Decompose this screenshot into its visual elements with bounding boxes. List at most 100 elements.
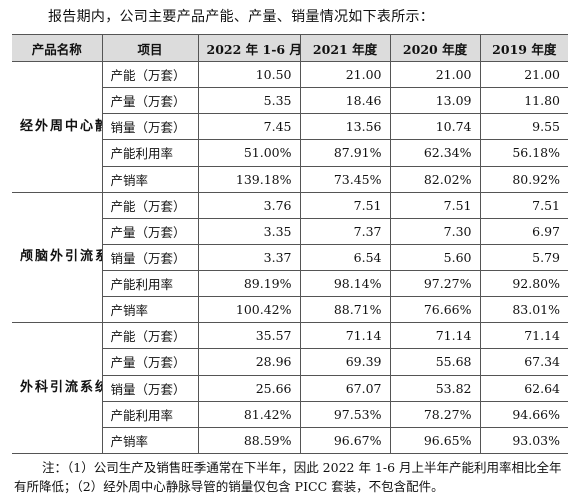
value-cell: 81.42% bbox=[197, 400, 301, 428]
metric-cell: 产能（万套） bbox=[101, 60, 199, 89]
value-cell: 21.00 bbox=[479, 60, 568, 89]
value-cell: 9.55 bbox=[479, 113, 568, 141]
product-name-cell: 经外周中心静脉导管 bbox=[12, 61, 103, 193]
value-cell: 78.27% bbox=[389, 400, 481, 428]
table-row: 产能利用率 81.42% 97.53% 78.27% 94.66% bbox=[12, 400, 568, 428]
value-cell: 93.03% bbox=[479, 426, 568, 455]
value-cell: 98.14% bbox=[299, 269, 391, 298]
value-cell: 56.18% bbox=[479, 139, 568, 167]
production-table: 产品名称 项目 2022 年 1-6 月 2021 年度 2020 年度 201… bbox=[12, 34, 568, 455]
value-cell: 71.14 bbox=[389, 322, 481, 350]
header-item: 项目 bbox=[101, 34, 199, 62]
value-cell: 71.14 bbox=[479, 322, 568, 350]
metric-cell: 销量（万套） bbox=[102, 113, 199, 141]
value-cell: 51.00% bbox=[197, 139, 301, 167]
value-cell: 7.30 bbox=[389, 217, 481, 245]
metric-cell: 产能利用率 bbox=[102, 400, 199, 428]
value-cell: 13.56 bbox=[299, 113, 391, 141]
header-product-name: 产品名称 bbox=[12, 34, 103, 62]
metric-cell: 产量（万套） bbox=[102, 348, 199, 376]
value-cell: 25.66 bbox=[197, 374, 301, 402]
value-cell: 7.37 bbox=[299, 217, 391, 245]
value-cell: 69.39 bbox=[299, 348, 391, 376]
value-cell: 67.07 bbox=[299, 374, 391, 402]
metric-cell: 销量（万套） bbox=[102, 243, 199, 272]
metric-cell: 产销率 bbox=[102, 426, 199, 455]
value-cell: 5.79 bbox=[479, 243, 568, 272]
value-cell: 53.82 bbox=[389, 374, 481, 402]
value-cell: 10.50 bbox=[197, 60, 301, 89]
value-cell: 6.54 bbox=[299, 243, 391, 272]
header-2022h1: 2022 年 1-6 月 bbox=[197, 34, 301, 62]
value-cell: 10.74 bbox=[389, 113, 481, 141]
value-cell: 28.96 bbox=[197, 348, 301, 376]
value-cell: 87.91% bbox=[299, 139, 391, 167]
value-cell: 73.45% bbox=[299, 165, 391, 193]
metric-cell: 产量（万套） bbox=[102, 217, 199, 245]
value-cell: 5.35 bbox=[197, 87, 301, 115]
metric-cell: 产能（万套） bbox=[101, 191, 199, 219]
value-cell: 71.14 bbox=[299, 322, 391, 350]
value-cell: 35.57 bbox=[197, 322, 301, 350]
product-name-cell: 颅脑外引流系统 bbox=[12, 191, 103, 324]
value-cell: 67.34 bbox=[479, 348, 568, 376]
header-2019: 2019 年度 bbox=[479, 34, 568, 62]
value-cell: 62.64 bbox=[479, 374, 568, 402]
table-row: 产销率 139.18% 73.45% 82.02% 80.92% bbox=[12, 165, 568, 193]
value-cell: 55.68 bbox=[389, 348, 481, 376]
header-2021: 2021 年度 bbox=[299, 34, 391, 62]
value-cell: 21.00 bbox=[299, 60, 391, 89]
value-cell: 97.53% bbox=[299, 400, 391, 428]
intro-text: 报告期内，公司主要产品产能、产量、销量情况如下表所示： bbox=[48, 9, 435, 25]
metric-cell: 销量（万套） bbox=[102, 374, 199, 402]
value-cell: 96.67% bbox=[299, 426, 391, 455]
value-cell: 21.00 bbox=[389, 60, 481, 89]
metric-cell: 产能利用率 bbox=[102, 139, 199, 167]
value-cell: 82.02% bbox=[389, 165, 481, 193]
table-row: 销量（万套） 25.66 67.07 53.82 62.64 bbox=[12, 374, 568, 402]
value-cell: 3.37 bbox=[197, 243, 301, 272]
table-row: 产销率 100.42% 88.71% 76.66% 83.01% bbox=[12, 296, 568, 324]
table-row: 销量（万套） 7.45 13.56 10.74 9.55 bbox=[12, 113, 568, 141]
value-cell: 83.01% bbox=[479, 296, 568, 324]
value-cell: 7.51 bbox=[389, 191, 481, 219]
value-cell: 3.76 bbox=[197, 191, 301, 219]
table-row: 颅脑外引流系统产能（万套）3.767.517.517.51 bbox=[12, 191, 568, 324]
table-header-row: 产品名称 项目 2022 年 1-6 月 2021 年度 2020 年度 201… bbox=[12, 34, 568, 62]
value-cell: 62.34% bbox=[389, 139, 481, 167]
product-name-cell: 外科引流系统 bbox=[12, 322, 103, 454]
table-row: 产量（万套） 3.35 7.37 7.30 6.97 bbox=[12, 217, 568, 245]
table-row: 产销率 88.59% 96.67% 96.65% 93.03% bbox=[12, 426, 568, 455]
value-cell: 92.80% bbox=[479, 269, 568, 298]
footnote: 注：（1）公司生产及销售旺季通常在下半年，因此 2022 年 1-6 月上半年产… bbox=[14, 460, 562, 494]
metric-cell: 产能（万套） bbox=[101, 322, 199, 350]
value-cell: 11.80 bbox=[479, 87, 568, 115]
value-cell: 13.09 bbox=[389, 87, 481, 115]
table-row: 外科引流系统 产能（万套） 35.57 71.14 71.14 71.14 bbox=[12, 322, 568, 454]
value-cell: 96.65% bbox=[389, 426, 481, 455]
header-2020: 2020 年度 bbox=[389, 34, 481, 62]
metric-cell: 产能利用率 bbox=[102, 269, 199, 298]
value-cell: 3.35 bbox=[197, 217, 301, 245]
value-cell: 76.66% bbox=[389, 296, 481, 324]
value-cell: 100.42% bbox=[197, 296, 301, 324]
value-cell: 7.45 bbox=[197, 113, 301, 141]
metric-cell: 产销率 bbox=[102, 296, 199, 324]
value-cell: 88.59% bbox=[197, 426, 301, 455]
metric-cell: 产销率 bbox=[102, 165, 199, 193]
metric-cell: 产量（万套） bbox=[102, 87, 199, 115]
value-cell: 7.51 bbox=[299, 191, 391, 219]
value-cell: 6.97 bbox=[479, 217, 568, 245]
value-cell: 94.66% bbox=[479, 400, 568, 428]
value-cell: 18.46 bbox=[299, 87, 391, 115]
table-row: 产能利用率 89.19% 98.14% 97.27% 92.80% bbox=[12, 269, 568, 298]
value-cell: 80.92% bbox=[479, 165, 568, 193]
value-cell: 139.18% bbox=[197, 165, 301, 193]
value-cell: 97.27% bbox=[389, 269, 481, 298]
value-cell: 7.51 bbox=[479, 191, 568, 219]
value-cell: 88.71% bbox=[299, 296, 391, 324]
value-cell: 5.60 bbox=[389, 243, 481, 272]
table-row: 产能利用率 51.00% 87.91% 62.34% 56.18% bbox=[12, 139, 568, 167]
value-cell: 89.19% bbox=[197, 269, 301, 298]
